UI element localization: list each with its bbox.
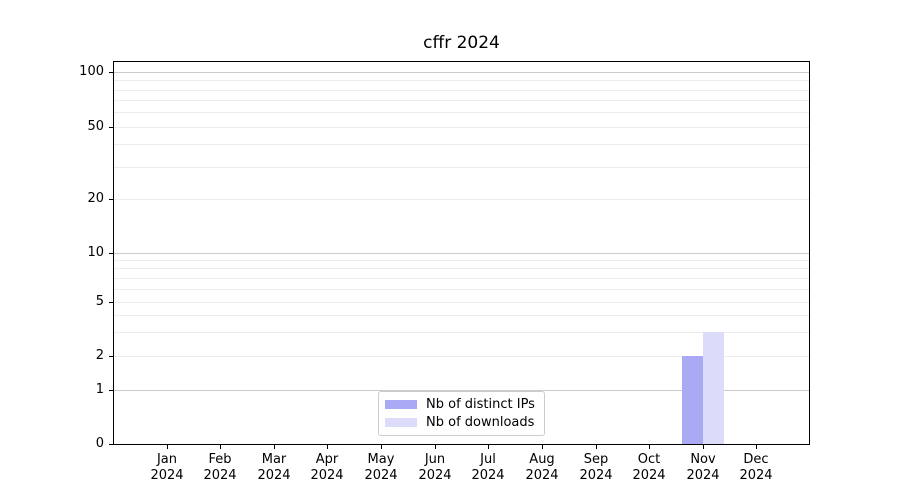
x-tick-month: Sep	[583, 452, 609, 467]
x-tick-label: Feb 2024	[192, 452, 248, 484]
x-tick-label: Jan 2024	[139, 452, 195, 484]
minor-gridline	[114, 356, 809, 357]
minor-gridline	[114, 260, 809, 261]
major-gridline	[114, 253, 809, 254]
x-tick-mark	[703, 445, 704, 449]
minor-gridline	[114, 144, 809, 145]
x-tick-mark	[488, 445, 489, 449]
major-gridline	[114, 72, 809, 73]
y-tick-label: 50	[87, 119, 104, 134]
legend-entry-distinct-ips: Nb of distinct IPs	[385, 396, 538, 413]
x-tick-label: Apr 2024	[299, 452, 355, 484]
x-tick-year: 2024	[525, 468, 559, 483]
y-tick-mark	[109, 390, 113, 391]
x-tick-label: Aug 2024	[514, 452, 570, 484]
x-tick-mark	[435, 445, 436, 449]
x-tick-label: Sep 2024	[568, 452, 624, 484]
y-tick-label: 5	[95, 294, 104, 309]
legend-swatch-distinct-ips-icon	[385, 400, 417, 410]
x-tick-month: Jan	[156, 452, 178, 467]
x-tick-month: Jun	[424, 452, 446, 467]
plot-area	[113, 61, 810, 445]
x-tick-label: Nov 2024	[675, 452, 731, 484]
x-tick-month: Apr	[315, 452, 339, 467]
minor-gridline	[114, 302, 809, 303]
y-tick-mark	[109, 199, 113, 200]
x-tick-year: 2024	[257, 468, 291, 483]
minor-gridline	[114, 112, 809, 113]
y-tick-mark	[109, 72, 113, 73]
x-tick-month: Mar	[261, 452, 287, 467]
x-tick-year: 2024	[739, 468, 773, 483]
x-tick-label: Dec 2024	[728, 452, 784, 484]
x-tick-year: 2024	[364, 468, 398, 483]
x-tick-year: 2024	[686, 468, 720, 483]
minor-gridline	[114, 315, 809, 316]
x-tick-month: Oct	[637, 452, 661, 467]
minor-gridline	[114, 100, 809, 101]
x-tick-year: 2024	[150, 468, 184, 483]
x-tick-label: Jun 2024	[407, 452, 463, 484]
y-tick-label: 1	[95, 382, 104, 397]
chart-title: cffr 2024	[423, 33, 500, 53]
y-tick-label: 0	[95, 436, 104, 451]
minor-gridline	[114, 167, 809, 168]
x-tick-month: Feb	[208, 452, 232, 467]
y-tick-label: 20	[87, 191, 104, 206]
minor-gridline	[114, 268, 809, 269]
x-tick-month: Aug	[529, 452, 555, 467]
x-tick-label: Oct 2024	[621, 452, 677, 484]
minor-gridline	[114, 199, 809, 200]
x-tick-mark	[756, 445, 757, 449]
x-tick-mark	[220, 445, 221, 449]
x-tick-mark	[542, 445, 543, 449]
y-tick-mark	[109, 302, 113, 303]
legend: Nb of distinct IPs Nb of downloads	[378, 391, 545, 436]
legend-swatch-downloads-icon	[385, 417, 417, 427]
x-tick-month: Jul	[480, 452, 496, 467]
major-gridline	[114, 390, 809, 391]
x-tick-year: 2024	[203, 468, 237, 483]
x-tick-year: 2024	[418, 468, 452, 483]
y-tick-mark	[109, 253, 113, 254]
x-tick-month: Nov	[690, 452, 716, 467]
x-tick-month: Dec	[743, 452, 769, 467]
y-tick-label: 100	[79, 64, 104, 79]
x-tick-mark	[381, 445, 382, 449]
bar-downloads	[703, 332, 724, 444]
legend-label-distinct-ips: Nb of distinct IPs	[426, 397, 535, 413]
x-tick-mark	[274, 445, 275, 449]
x-tick-year: 2024	[310, 468, 344, 483]
x-tick-label: May 2024	[353, 452, 409, 484]
minor-gridline	[114, 289, 809, 290]
x-tick-label: Jul 2024	[460, 452, 516, 484]
x-tick-label: Mar 2024	[246, 452, 302, 484]
minor-gridline	[114, 278, 809, 279]
legend-entry-downloads: Nb of downloads	[385, 414, 538, 431]
x-tick-mark	[649, 445, 650, 449]
x-tick-month: May	[367, 452, 395, 467]
minor-gridline	[114, 80, 809, 81]
x-tick-mark	[596, 445, 597, 449]
x-tick-year: 2024	[632, 468, 666, 483]
x-tick-year: 2024	[471, 468, 505, 483]
y-tick-mark	[109, 356, 113, 357]
x-tick-mark	[327, 445, 328, 449]
minor-gridline	[114, 332, 809, 333]
legend-label-downloads: Nb of downloads	[426, 414, 535, 430]
x-tick-year: 2024	[579, 468, 613, 483]
minor-gridline	[114, 127, 809, 128]
y-tick-label: 10	[87, 245, 104, 260]
bar-distinct-ips	[682, 356, 703, 444]
minor-gridline	[114, 90, 809, 91]
y-tick-mark	[109, 127, 113, 128]
y-tick-mark	[109, 444, 113, 445]
y-tick-label: 2	[95, 348, 104, 363]
x-tick-mark	[167, 445, 168, 449]
